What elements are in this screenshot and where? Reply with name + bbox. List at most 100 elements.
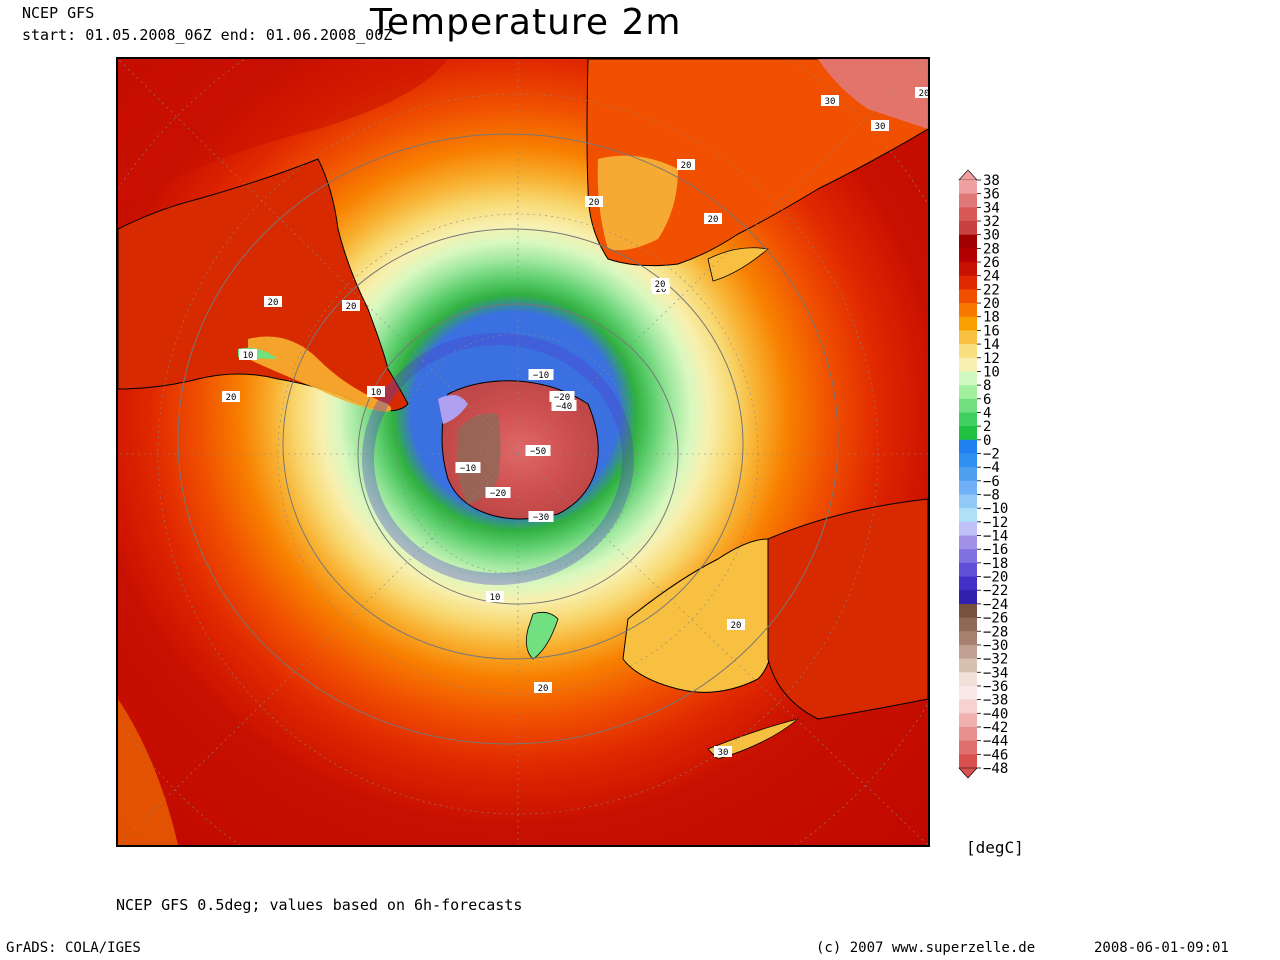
contour-label: 30 (875, 122, 886, 132)
africa-interior (597, 155, 678, 251)
contour-label-bg (367, 386, 385, 397)
legend-label: 30 (983, 228, 1000, 244)
legend-label: −38 (983, 693, 1008, 709)
legend-label: −40 (983, 706, 1008, 722)
legend-label: −6 (983, 474, 1000, 490)
legend-label: −2 (983, 446, 1000, 462)
contour-label-bg (551, 400, 577, 411)
legend-label: 32 (983, 214, 1000, 230)
contour-label-bg (915, 87, 928, 98)
legend-swatch (959, 385, 977, 400)
antarctica-west (456, 413, 501, 504)
contour-label-bg (585, 196, 603, 207)
legend-label: 22 (983, 282, 1000, 298)
legend-label: −48 (983, 761, 1008, 777)
legend-label: −12 (983, 515, 1008, 531)
contour-label: −40 (556, 402, 572, 412)
antarctic-peninsula (438, 395, 468, 424)
legend-swatch (959, 180, 977, 195)
contour-label: 30 (825, 97, 836, 107)
data-note: NCEP GFS 0.5deg; values based on 6h-fore… (116, 896, 523, 914)
legend-label: 28 (983, 241, 1000, 257)
color-legend: 38363432302826242220181614121086420−2−4−… (958, 169, 1008, 779)
legend-swatch (959, 590, 977, 605)
contour-label-bg (677, 159, 695, 170)
legend-label: −10 (983, 501, 1008, 517)
legend-label: 34 (983, 200, 1000, 216)
legend-swatch (959, 549, 977, 564)
contour-label: 20 (919, 89, 928, 99)
legend-swatch (959, 275, 977, 290)
madagascar (707, 247, 769, 282)
contour-label: 20 (538, 684, 549, 694)
legend-swatch (959, 248, 977, 263)
southeast-asia (767, 498, 928, 720)
warm-band-nw (118, 59, 448, 209)
contour-label: −20 (554, 393, 570, 403)
legend-label: 0 (983, 433, 991, 449)
legend-swatch (959, 412, 977, 427)
contour-label-bg (821, 95, 839, 106)
legend-label: −42 (983, 720, 1008, 736)
legend-swatch (959, 740, 977, 755)
legend-swatch (959, 344, 977, 359)
south-america (118, 158, 409, 412)
legend-arrow-bottom (958, 767, 978, 779)
legend-label: −30 (983, 638, 1008, 654)
contour-label: 10 (490, 593, 501, 603)
map-canvas: 20 2020101020−10−20−40−50−10−20−302020202… (118, 59, 928, 845)
contour-label-bg (485, 487, 511, 498)
legend-label: −26 (983, 611, 1008, 627)
legend-label: 18 (983, 310, 1000, 326)
contour-label: −10 (460, 464, 476, 474)
legend-label: −46 (983, 747, 1008, 763)
warm-band-sw (118, 699, 178, 845)
legend-swatch (959, 467, 977, 482)
contour-label: −30 (533, 513, 549, 523)
contour-label: 20 (346, 302, 357, 312)
legend-swatch (959, 426, 977, 441)
legend-swatch (959, 562, 977, 578)
contour-label-bg (534, 682, 552, 693)
legend-swatch (959, 398, 977, 413)
legend-label: 26 (983, 255, 1000, 271)
contour-label-bg (714, 746, 732, 757)
legend-swatch (959, 289, 977, 304)
africa (586, 59, 928, 267)
contours (177, 133, 839, 745)
contour-label: 20 (681, 161, 692, 171)
contour-label-bg (264, 296, 282, 307)
legend-label: −44 (983, 734, 1008, 750)
legend-swatch (959, 508, 977, 523)
chart-title: Temperature 2m (370, 2, 682, 43)
legend-swatch (959, 726, 977, 742)
legend-label: −14 (983, 529, 1008, 545)
legend-swatch (959, 371, 977, 386)
contour-label-bg (528, 369, 554, 380)
contour-label: 20 (589, 198, 600, 208)
contour-label-bg (727, 619, 745, 630)
legend-label: 4 (983, 405, 991, 421)
hot-region-ne (818, 59, 928, 129)
legend-swatch (959, 713, 977, 728)
legend-swatch (959, 685, 977, 701)
contour-label-bg (871, 120, 889, 131)
legend-swatch (959, 603, 977, 619)
legend-swatch (959, 262, 977, 277)
legend-swatch (959, 357, 977, 372)
legend-swatch (959, 535, 977, 550)
contour-label: 20 (226, 393, 237, 403)
legend-arrow-top (958, 169, 978, 181)
legend-label: −32 (983, 652, 1008, 668)
legend-swatch (959, 234, 977, 249)
legend-label: −18 (983, 556, 1008, 572)
legend-swatch (959, 330, 977, 345)
legend-label: 36 (983, 187, 1000, 203)
cold-ring (362, 333, 634, 585)
contour-label-bg (704, 213, 722, 224)
legend-swatch (959, 453, 977, 468)
contour-label: −20 (490, 489, 506, 499)
contour-label: −50 (530, 447, 546, 457)
legend-swatch (959, 494, 977, 509)
contour-label: 20 (731, 621, 742, 631)
